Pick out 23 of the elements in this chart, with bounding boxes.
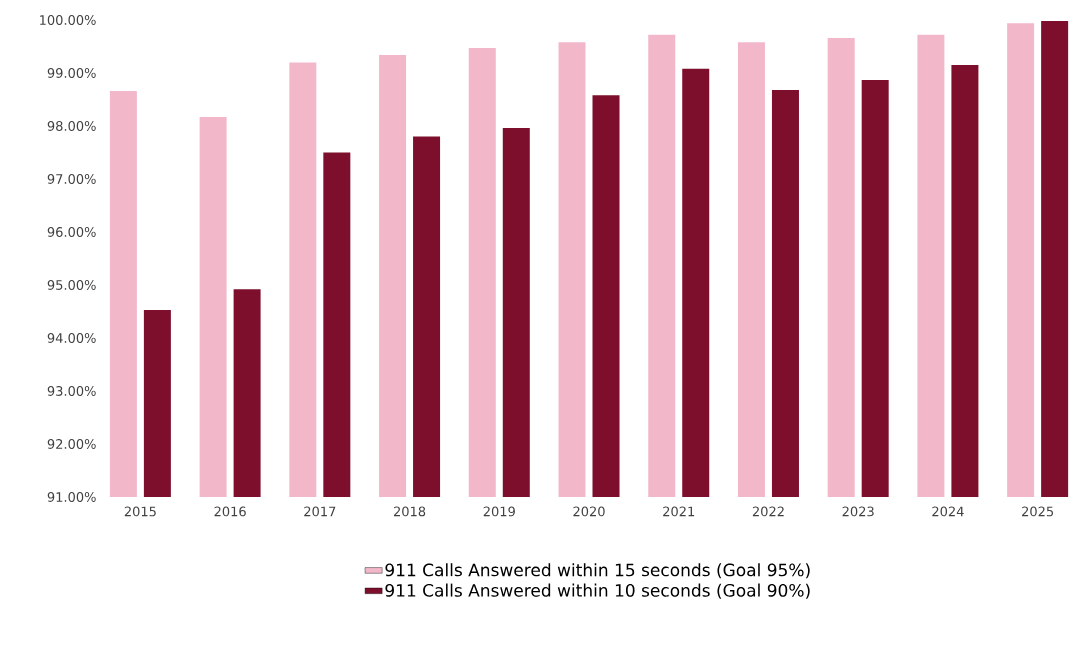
x-tick-label: 2025 [1022,506,1054,517]
legend-label: 911 Calls Answered within 10 seconds (Goal 90%) [385,583,810,599]
x-tick-label: 2018 [393,506,426,517]
y-tick-label: 96.00% [47,227,96,237]
y-tick-label: 97.00% [47,174,96,184]
x-tick-label: 2020 [573,506,605,517]
y-tick-label: 95.00% [47,280,96,290]
y-tick-label: 93.00% [47,386,96,396]
x-tick-label: 2021 [663,506,695,517]
y-tick-label: 92.00% [47,439,96,449]
y-tick-label: 94.00% [47,333,96,343]
x-tick-label: 2015 [124,506,156,517]
x-tick-label: 2016 [214,506,246,517]
legend-label: 911 Calls Answered within 15 seconds (Goal 95%) [385,563,810,579]
y-tick-label: 99.00% [47,68,96,78]
x-tick-label: 2017 [304,506,336,517]
x-tick-label: 2024 [932,506,964,517]
y-tick-label: 91.00% [47,492,96,502]
x-tick-label: 2023 [842,506,874,517]
y-tick-label: 100.00% [40,15,96,25]
x-tick-label: 2019 [483,506,515,517]
y-tick-label: 98.00% [47,121,96,131]
x-tick-label: 2022 [752,506,784,517]
